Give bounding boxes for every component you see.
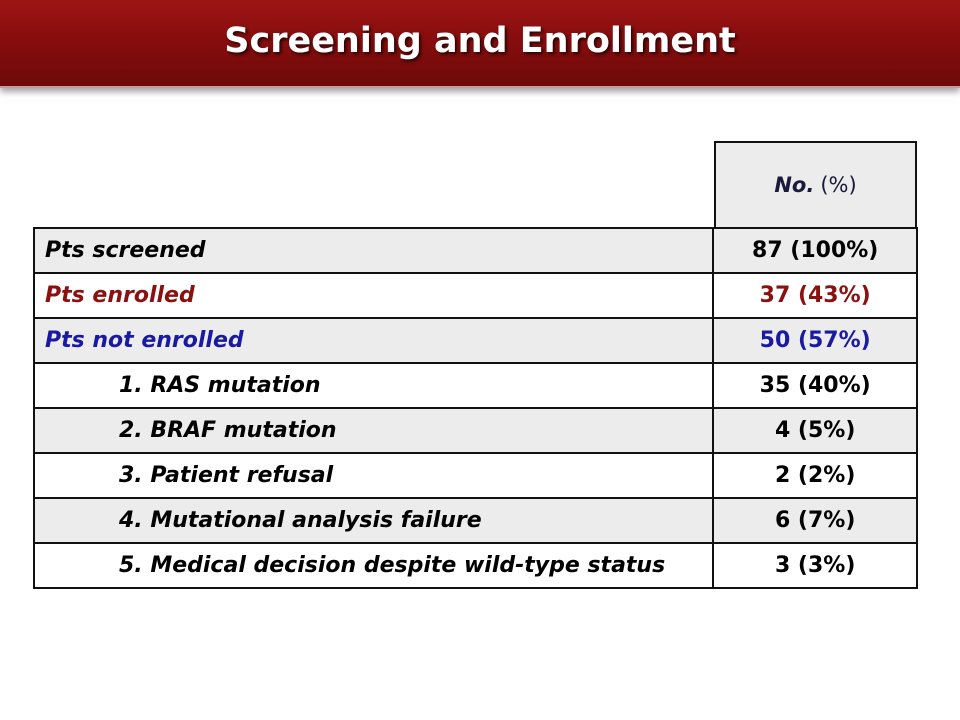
title-bar: Screening and Enrollment bbox=[0, 0, 960, 88]
row-value: 4 (5%) bbox=[712, 407, 918, 454]
row-label: 3. Patient refusal bbox=[32, 452, 715, 499]
row-label: Pts screened bbox=[32, 227, 715, 274]
row-value: 6 (7%) bbox=[712, 497, 918, 544]
row-label: 4. Mutational analysis failure bbox=[32, 497, 715, 544]
enrollment-table: Pts screened 87 (100%) Pts enrolled 37 (… bbox=[32, 227, 918, 589]
row-label: 1. RAS mutation bbox=[32, 362, 715, 409]
slide-title: Screening and Enrollment bbox=[224, 21, 736, 61]
row-value: 2 (2%) bbox=[712, 452, 918, 499]
table-row-not-enrolled: Pts not enrolled 50 (57%) bbox=[32, 317, 918, 364]
row-label: Pts enrolled bbox=[32, 272, 715, 319]
table-row-screened: Pts screened 87 (100%) bbox=[32, 227, 918, 274]
column-header-no: No. bbox=[774, 173, 815, 197]
row-value: 3 (3%) bbox=[712, 542, 918, 589]
table-row-patient-refusal: 3. Patient refusal 2 (2%) bbox=[32, 452, 918, 499]
table-row-medical-decision: 5. Medical decision despite wild-type st… bbox=[32, 542, 918, 589]
table-row-ras-mutation: 1. RAS mutation 35 (40%) bbox=[32, 362, 918, 409]
row-label: 5. Medical decision despite wild-type st… bbox=[32, 542, 715, 589]
table-row-enrolled: Pts enrolled 37 (43%) bbox=[32, 272, 918, 319]
row-label: Pts not enrolled bbox=[32, 317, 715, 364]
row-label: 2. BRAF mutation bbox=[32, 407, 715, 454]
column-header-pct: (%) bbox=[820, 173, 857, 197]
row-value: 37 (43%) bbox=[712, 272, 918, 319]
column-header-cell: No. (%) bbox=[714, 141, 917, 227]
row-value: 50 (57%) bbox=[712, 317, 918, 364]
table-row-analysis-failure: 4. Mutational analysis failure 6 (7%) bbox=[32, 497, 918, 544]
row-value: 35 (40%) bbox=[712, 362, 918, 409]
table-row-braf-mutation: 2. BRAF mutation 4 (5%) bbox=[32, 407, 918, 454]
row-value: 87 (100%) bbox=[712, 227, 918, 274]
